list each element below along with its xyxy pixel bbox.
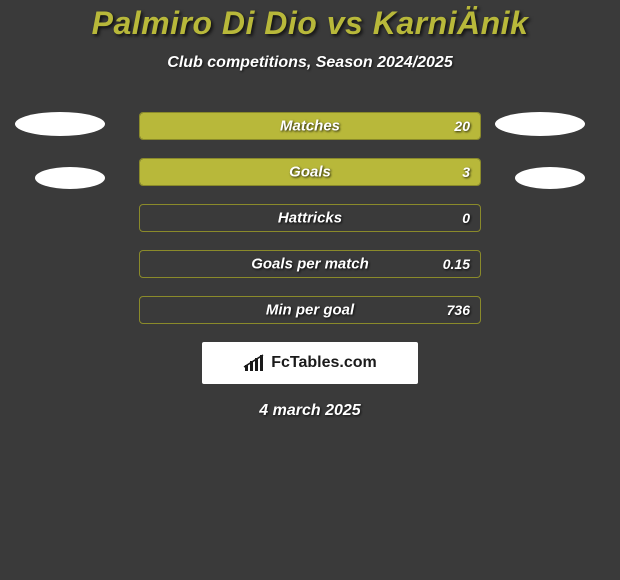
stat-value: 3: [462, 164, 470, 180]
stats-area: Matches 20 Goals 3 Hattricks 0 Goals per match…: [0, 112, 620, 324]
decorative-ellipse: [515, 167, 585, 189]
bars-icon: [243, 353, 267, 373]
stat-value: 20: [454, 118, 470, 134]
stat-row: Goals 3: [139, 158, 481, 186]
page-title: Palmiro Di Dio vs KarniÄnik: [0, 5, 620, 42]
stat-rows: Matches 20 Goals 3 Hattricks 0 Goals per match…: [139, 112, 481, 324]
stat-label: Goals per match: [251, 256, 369, 273]
stat-label: Min per goal: [266, 302, 354, 319]
stat-label: Hattricks: [278, 210, 342, 227]
stat-row: Goals per match 0.15: [139, 250, 481, 278]
stat-value: 0.15: [443, 256, 470, 272]
date-label: 4 march 2025: [0, 402, 620, 420]
decorative-ellipse: [35, 167, 105, 189]
decorative-ellipse: [495, 112, 585, 136]
stat-label: Matches: [280, 118, 340, 135]
attribution-badge: FcTables.com: [202, 342, 418, 384]
subtitle: Club competitions, Season 2024/2025: [0, 54, 620, 72]
stat-label: Goals: [289, 164, 331, 181]
comparison-infographic: Palmiro Di Dio vs KarniÄnik Club competi…: [0, 0, 620, 420]
attribution-text: FcTables.com: [271, 354, 377, 372]
stat-row: Matches 20: [139, 112, 481, 140]
stat-row: Hattricks 0: [139, 204, 481, 232]
stat-value: 736: [447, 302, 470, 318]
stat-value: 0: [462, 210, 470, 226]
stat-row: Min per goal 736: [139, 296, 481, 324]
decorative-ellipse: [15, 112, 105, 136]
